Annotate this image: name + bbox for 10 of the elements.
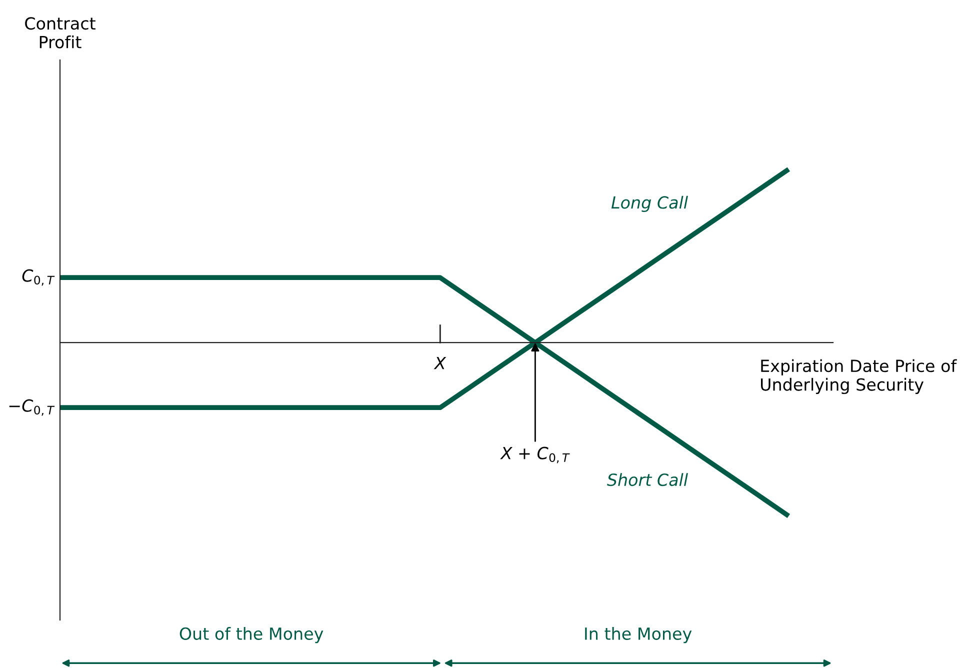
x-tick-label: X [434, 357, 446, 370]
series-label: Long Call [611, 196, 688, 212]
text: −C$_{0,T}$ [9, 399, 55, 416]
x-axis-title: Expiration Date Price of Underlying Security [761, 359, 957, 394]
text: C$_{0,T}$ [22, 269, 55, 286]
text: In the Money [585, 627, 692, 644]
series-label: Short Call [607, 473, 688, 486]
text: Out of the Money [180, 627, 324, 644]
x-tick-label: X + C$_{0,T}$ [500, 446, 570, 464]
text: Contract Profit [25, 17, 96, 48]
